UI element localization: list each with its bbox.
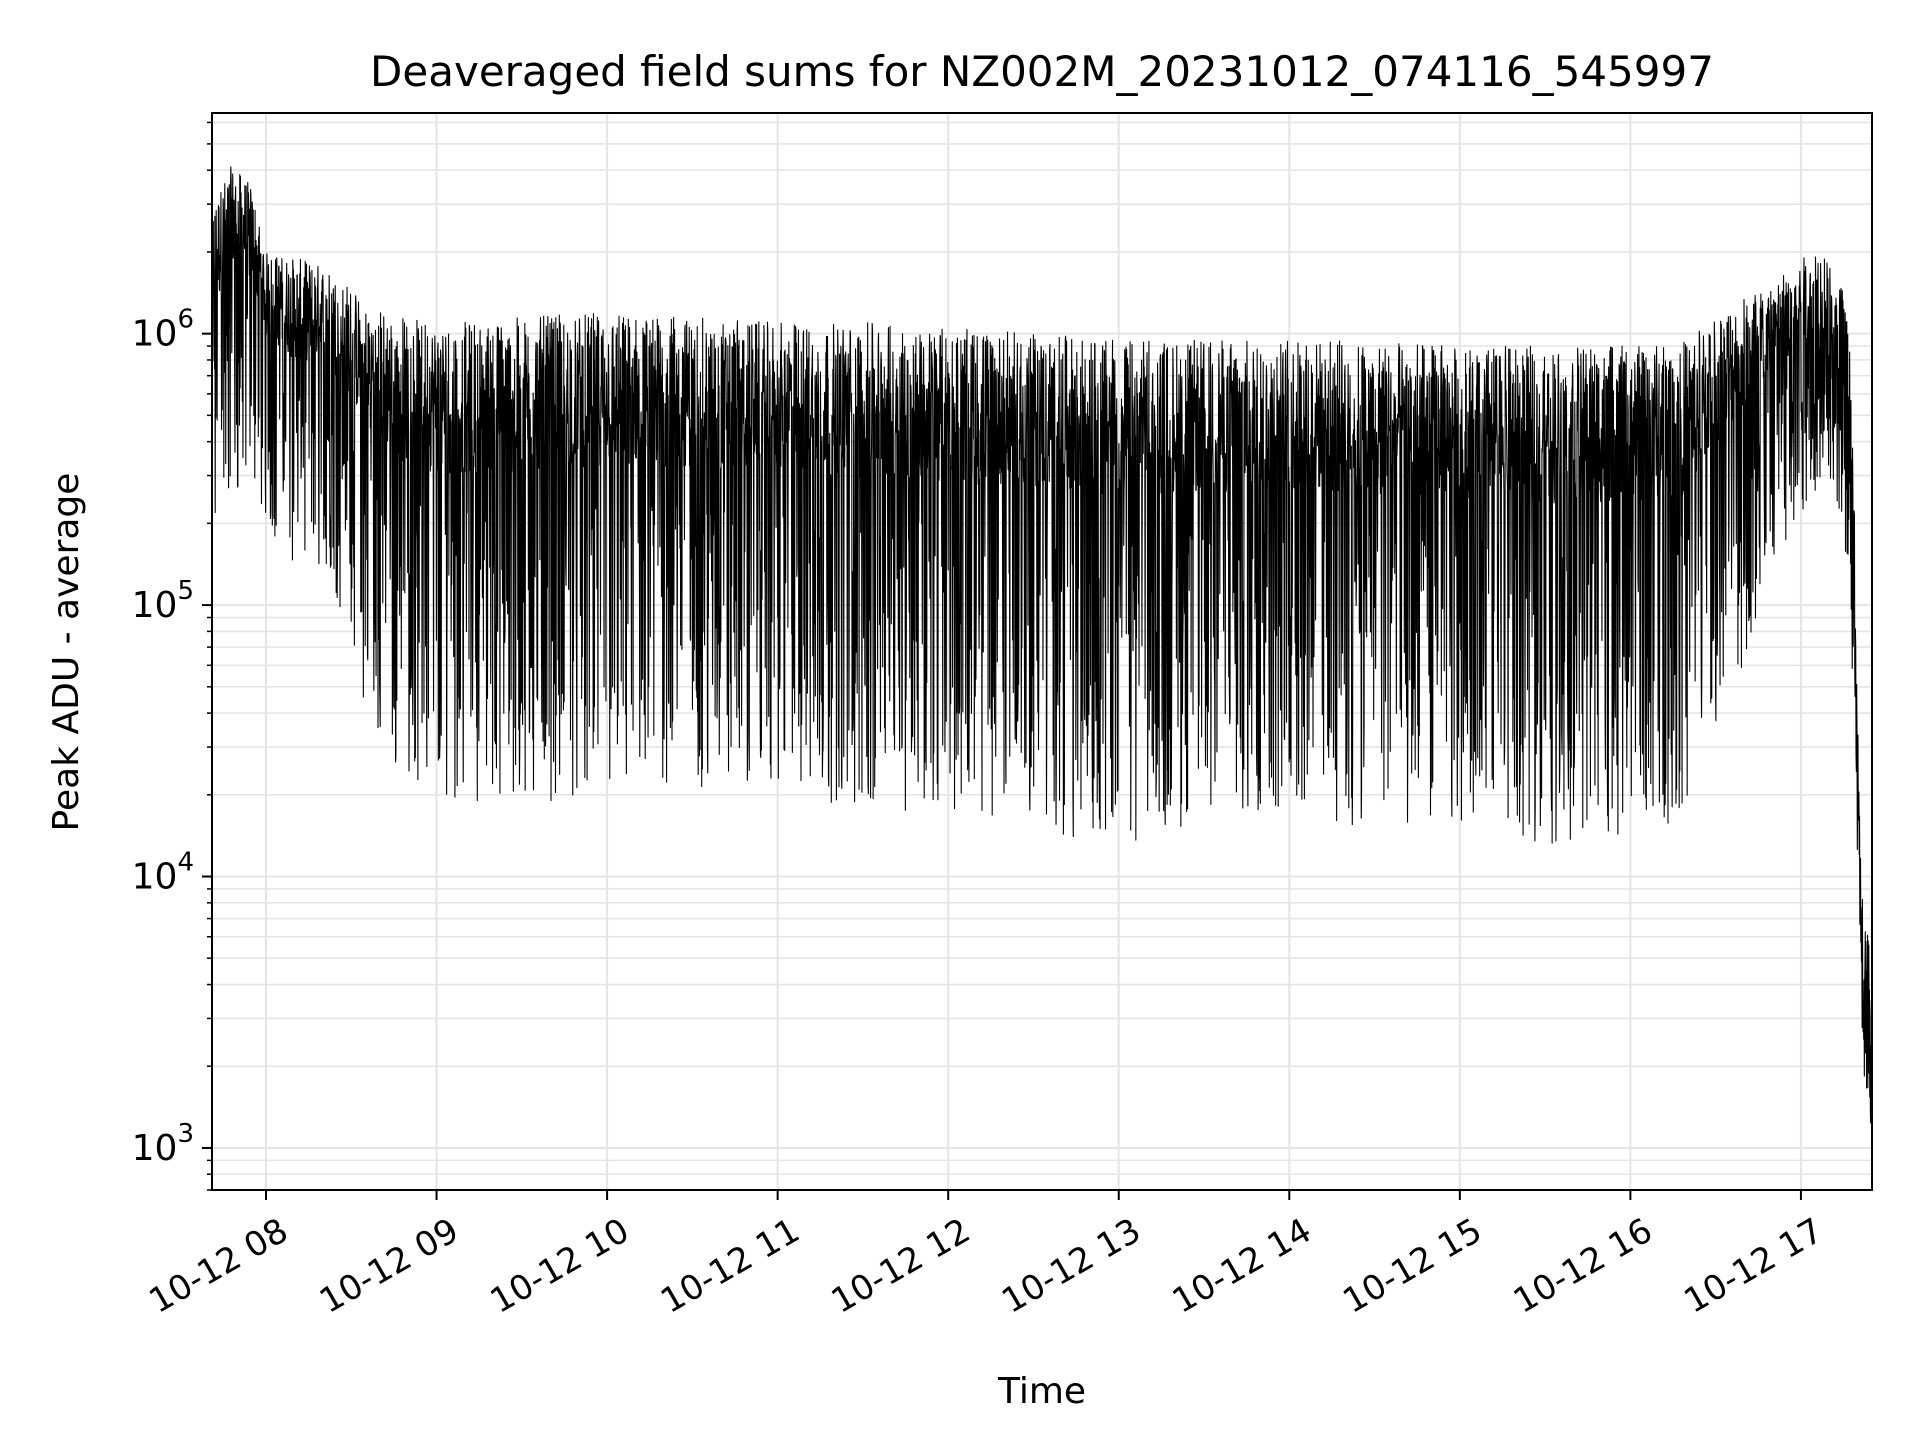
y-tick-base: 10 <box>132 1128 178 1169</box>
chart-title: Deaveraged field sums for NZ002M_2023101… <box>370 47 1714 96</box>
y-tick-base: 10 <box>132 314 178 355</box>
plot-frame <box>211 112 1873 1191</box>
y-tick-label: 103 <box>132 1119 194 1169</box>
y-tick-label: 106 <box>132 305 194 355</box>
y-tick-label: 105 <box>132 576 194 626</box>
y-tick-exponent: 6 <box>177 305 194 335</box>
x-axis-label: Time <box>997 1371 1086 1412</box>
y-axis-label: Peak ADU - average <box>46 473 87 832</box>
y-tick-base: 10 <box>132 857 178 898</box>
y-tick-base: 10 <box>132 585 178 626</box>
series-line <box>211 166 1873 1124</box>
y-tick-label: 104 <box>132 848 194 898</box>
y-tick-exponent: 4 <box>177 848 194 878</box>
series-layer <box>211 166 1873 1124</box>
y-tick-exponent: 3 <box>177 1119 194 1149</box>
y-tick-exponent: 5 <box>177 576 194 606</box>
